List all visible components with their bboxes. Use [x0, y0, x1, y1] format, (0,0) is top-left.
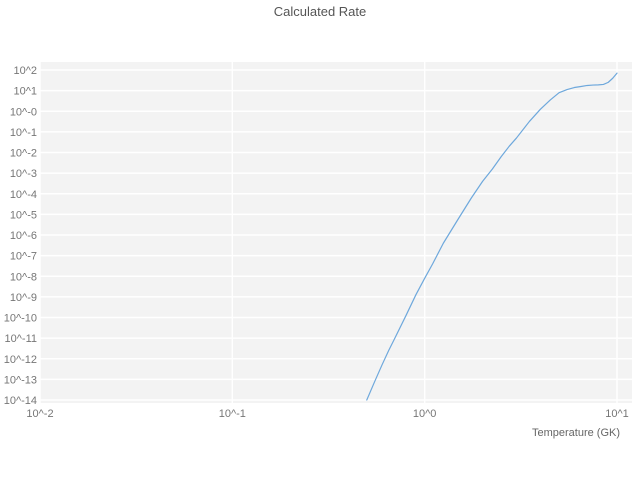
plot-panel	[40, 62, 632, 403]
y-tick-label: 10^-14	[4, 395, 37, 407]
x-tick-label: 10^0	[413, 408, 437, 420]
y-tick-label: 10^-4	[10, 189, 37, 201]
x-axis-title: Temperature (GK)	[532, 427, 620, 439]
y-tick-label: 10^1	[13, 86, 37, 98]
y-tick-label: 10^-8	[10, 271, 37, 283]
y-tick-label: 10^-13	[4, 374, 37, 386]
x-tick-label: 10^1	[605, 408, 629, 420]
x-tick-label: 10^-1	[219, 408, 246, 420]
y-tick-label: 10^-7	[10, 251, 37, 263]
chart-title: Calculated Rate	[273, 4, 367, 19]
series-line-calculated-rate	[366, 72, 618, 401]
x-tick-label: 10^-2	[26, 408, 53, 420]
y-tick-label: 10^-11	[5, 333, 37, 345]
y-tick-label: 10^-12	[4, 354, 37, 366]
y-tick-label: 10^-3	[10, 168, 37, 180]
axis-tick-labels: 10^2 10^1 10^-0 10^-1 10^-2 10^-3 10^-4 10^-5 10…	[4, 65, 629, 420]
gridlines	[39, 62, 632, 403]
y-tick-label: 10^-6	[10, 230, 37, 242]
y-tick-label: 10^2	[13, 65, 37, 77]
y-tick-label: 10^-2	[10, 148, 37, 160]
y-tick-label: 10^-9	[10, 292, 37, 304]
y-tick-label: 10^-1	[10, 127, 37, 139]
y-tick-label: 10^-0	[10, 106, 37, 118]
y-tick-label: 10^-10	[4, 313, 37, 325]
y-tick-label: 10^-5	[10, 209, 37, 221]
